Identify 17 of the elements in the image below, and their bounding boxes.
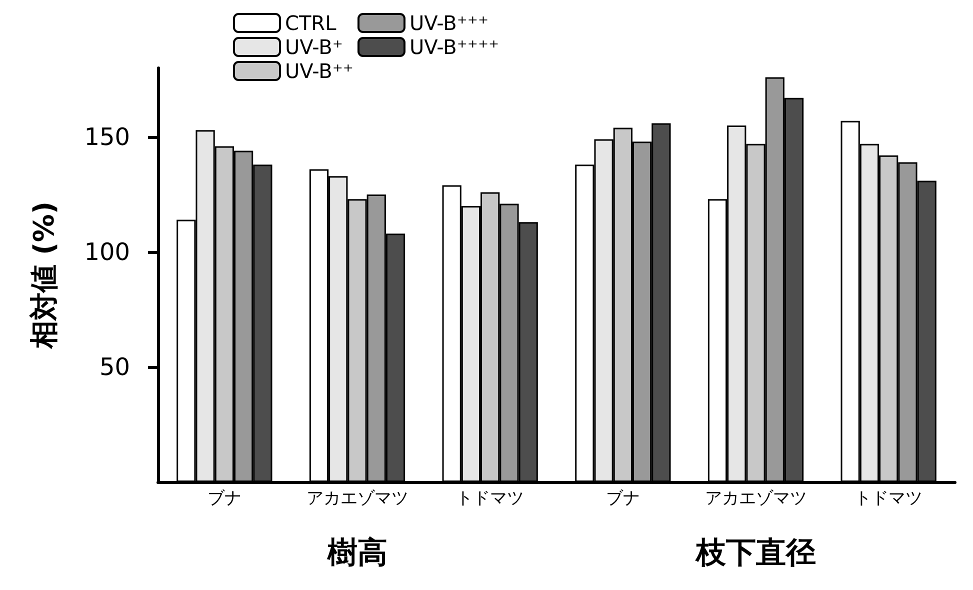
legend-label: UV-B⁺ <box>285 35 343 59</box>
legend-label: UV-B⁺⁺⁺⁺ <box>409 35 500 59</box>
y-axis-title: 相対値 (%) <box>28 201 60 350</box>
y-tick-label: 50 <box>99 353 130 381</box>
x-tick-label: アカエゾマツ <box>704 488 807 508</box>
x-tick-label: トドマツ <box>456 488 524 508</box>
legend-label: UV-B⁺⁺ <box>285 59 354 83</box>
y-tick-label: 100 <box>84 238 130 266</box>
x-tick-label: ブナ <box>606 488 640 508</box>
legend-label: UV-B⁺⁺⁺ <box>409 11 489 35</box>
x-tick-label: アカエゾマツ <box>306 488 408 508</box>
legend-label: CTRL <box>285 11 338 35</box>
text: 枝下直径 <box>694 536 816 570</box>
text: 樹高 <box>326 536 388 570</box>
x-tick-label: トドマツ <box>854 488 923 508</box>
y-tick-label: 150 <box>84 123 130 151</box>
x-tick-label: ブナ <box>207 488 242 508</box>
